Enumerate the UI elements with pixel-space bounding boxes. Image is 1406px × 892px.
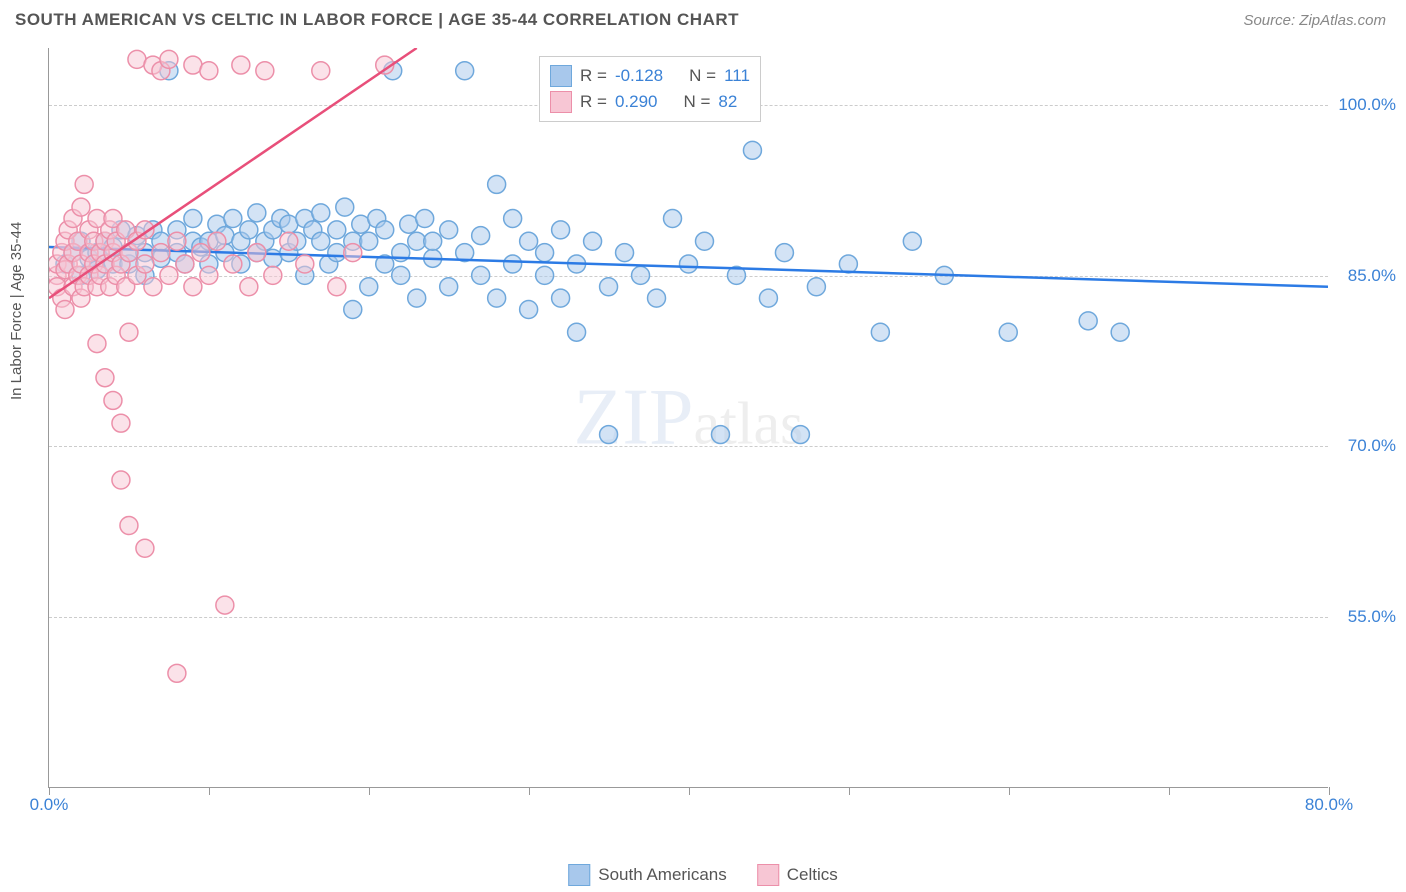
x-tick-label: 0.0% xyxy=(30,795,69,815)
y-axis-label: In Labor Force | Age 35-44 xyxy=(8,222,25,400)
legend-row-south-american: R = -0.128 N = 111 xyxy=(550,63,750,89)
chart-title: SOUTH AMERICAN VS CELTIC IN LABOR FORCE … xyxy=(15,10,739,30)
y-tick-label: 70.0% xyxy=(1348,436,1396,456)
x-tick-label: 80.0% xyxy=(1305,795,1353,815)
legend-swatch-pink xyxy=(550,91,572,113)
y-tick-label: 55.0% xyxy=(1348,607,1396,627)
legend-item-celtics: Celtics xyxy=(757,864,838,886)
source-attribution: Source: ZipAtlas.com xyxy=(1243,12,1386,29)
legend-swatch-pink xyxy=(757,864,779,886)
legend-swatch-blue xyxy=(550,65,572,87)
legend-item-south-americans: South Americans xyxy=(568,864,727,886)
chart-header: SOUTH AMERICAN VS CELTIC IN LABOR FORCE … xyxy=(0,0,1406,35)
scatter-plot-svg xyxy=(49,48,1328,787)
y-tick-label: 85.0% xyxy=(1348,266,1396,286)
series-legend: South Americans Celtics xyxy=(568,864,838,886)
chart-plot-area: ZIPatlas R = -0.128 N = 111 R = 0.290 N … xyxy=(48,48,1328,788)
correlation-legend: R = -0.128 N = 111 R = 0.290 N = 82 xyxy=(539,56,761,122)
y-tick-label: 100.0% xyxy=(1338,95,1396,115)
legend-row-celtic: R = 0.290 N = 82 xyxy=(550,89,750,115)
legend-swatch-blue xyxy=(568,864,590,886)
